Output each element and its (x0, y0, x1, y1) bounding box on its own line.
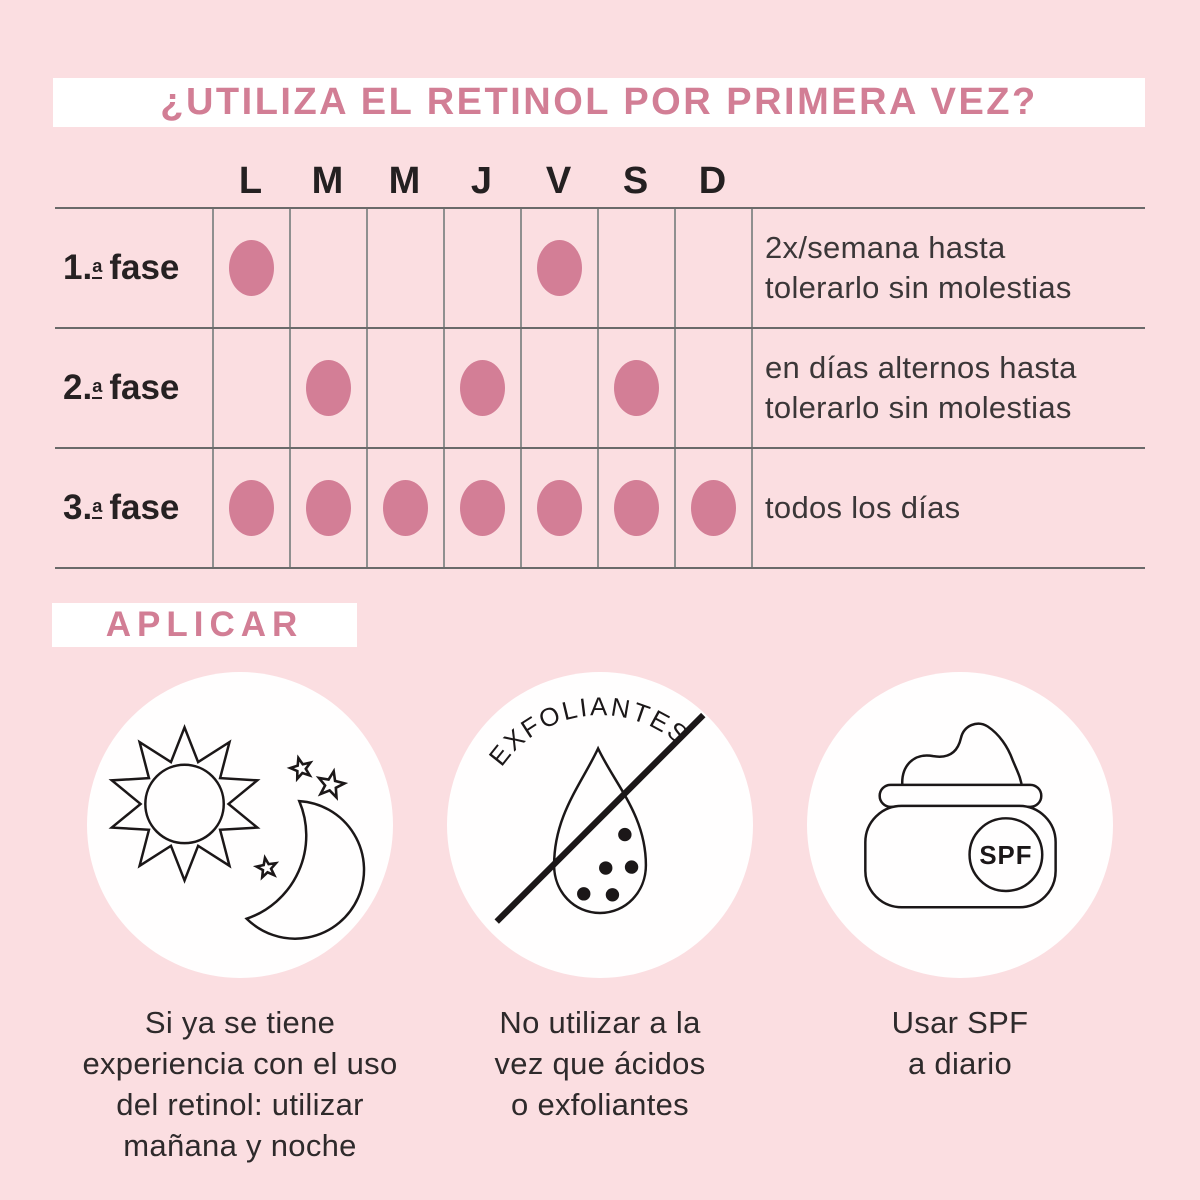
phase-3-day-cell (674, 449, 751, 567)
day-header-monday: L (238, 159, 263, 202)
phase-1-day-cell (289, 209, 366, 327)
slash-line (494, 712, 706, 924)
aplicar-heading-band: APLICAR (52, 603, 357, 647)
schedule-dot (614, 480, 659, 536)
retinol-schedule-table: L M M J V S D 1. a fase 2x/semana hasta to… (55, 155, 1145, 569)
aplicar-heading: APLICAR (105, 605, 304, 644)
caption-no-exfoliants: No utilizar a la vez que ácidos o exfoli… (494, 1005, 706, 1122)
phase-2-day-cell (597, 329, 674, 447)
phase-3-day-cell (597, 449, 674, 567)
phase-1-day-cell (520, 209, 597, 327)
schedule-dot (691, 480, 736, 536)
schedule-dot (306, 480, 351, 536)
day-header-wednesday: M (388, 159, 421, 202)
table-row-phase-1: 1. a fase 2x/semana hasta tolerarlo sin mo… (55, 209, 1145, 329)
no-exfoliants-circle: EXFOLIANTES (447, 672, 753, 978)
caption-sun-and-moon: Si ya se tiene experiencia con el uso de… (82, 1005, 398, 1163)
aplicar-icons-row: EXFOLIANTES SPF (0, 672, 1200, 978)
schedule-dot (229, 240, 274, 296)
phase-2-day-cell (366, 329, 443, 447)
schedule-dot (537, 480, 582, 536)
schedule-dot (229, 480, 274, 536)
schedule-dot (306, 360, 351, 416)
title-band: ¿UTILIZA EL RETINOL POR PRIMERA VEZ? (53, 78, 1145, 127)
phase-3-day-cell (212, 449, 289, 567)
phase-2-label: 2. a fase (63, 368, 180, 407)
sun-and-moon-circle (87, 672, 393, 978)
phase-2-day-cell (289, 329, 366, 447)
spf-jar-icon: SPF (864, 722, 1057, 909)
phase-2-description: en días alternos hasta tolerarlo sin mol… (751, 329, 1145, 447)
caption-spf: Usar SPF a diario (891, 1005, 1029, 1081)
day-header-saturday: S (622, 159, 649, 202)
day-header-thursday: J (470, 159, 493, 202)
schedule-dot (383, 480, 428, 536)
phase-3-label: 3. a fase (63, 488, 180, 527)
day-header-friday: V (545, 159, 572, 202)
phase-1-day-cell (212, 209, 289, 327)
phase-3-day-cell (366, 449, 443, 567)
day-header-tuesday: M (311, 159, 344, 202)
page-title: ¿UTILIZA EL RETINOL POR PRIMERA VEZ? (160, 81, 1038, 123)
phase-1-label: 1. a fase (63, 248, 180, 287)
no-exfoliants-icon: EXFOLIANTES (484, 693, 706, 924)
spf-label: SPF (979, 842, 1032, 870)
spf-jar-circle: SPF (807, 672, 1113, 978)
phase-1-day-cell (443, 209, 520, 327)
schedule-dot (460, 360, 505, 416)
phase-1-day-cell (597, 209, 674, 327)
phase-3-day-cell (289, 449, 366, 567)
phase-1-description: 2x/semana hasta tolerarlo sin molestias (751, 209, 1145, 327)
phase-3-day-cell (520, 449, 597, 567)
phase-3-day-cell (443, 449, 520, 567)
phase-3-description: todos los días (751, 449, 1145, 567)
table-row-phase-2: 2. a fase en días alternos hasta tolerarlo… (55, 329, 1145, 449)
table-row-phase-3: 3. a fase todos los días (55, 449, 1145, 569)
phase-2-day-cell (212, 329, 289, 447)
day-header-sunday: D (698, 159, 727, 202)
schedule-dot (614, 360, 659, 416)
aplicar-captions-row: Si ya se tiene experiencia con el uso de… (0, 1002, 1200, 1166)
day-header-row: L M M J V S D (55, 155, 1145, 207)
phase-2-day-cell (443, 329, 520, 447)
schedule-dot (537, 240, 582, 296)
schedule-dot (460, 480, 505, 536)
phase-2-day-cell (520, 329, 597, 447)
phase-2-day-cell (674, 329, 751, 447)
phase-1-day-cell (366, 209, 443, 327)
phase-1-day-cell (674, 209, 751, 327)
sun-and-moon-icon (108, 724, 366, 940)
